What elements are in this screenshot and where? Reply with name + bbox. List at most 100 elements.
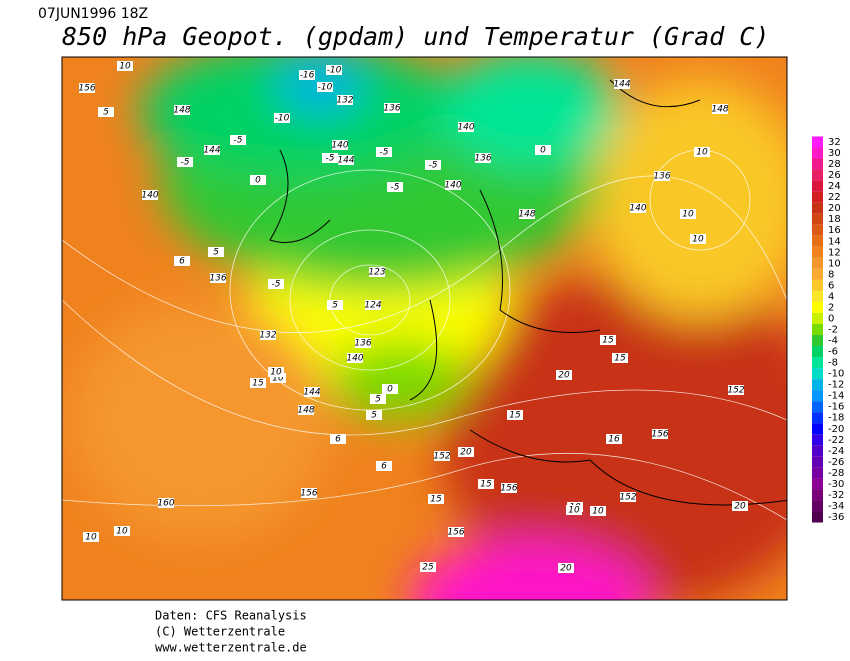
contour-label-box — [425, 160, 441, 170]
contour-label: 156 — [78, 84, 95, 94]
contour-label: 6 — [335, 435, 341, 445]
contour-label-box — [174, 256, 190, 266]
contour-label-box — [366, 410, 382, 420]
contour-label: 156 — [447, 528, 464, 538]
contour-label-box — [98, 107, 114, 117]
contour-label: 148 — [711, 105, 728, 115]
contour-label: 144 — [613, 80, 630, 90]
colorbar-label: 16 — [828, 225, 841, 236]
contour-label: 10 — [592, 507, 604, 517]
colorbar-label: -36 — [828, 512, 844, 523]
contour-label-box — [301, 488, 317, 498]
contour-label: 10 — [119, 62, 131, 72]
contour-label: 6 — [381, 462, 387, 472]
date: 07JUN1996 18Z — [38, 6, 148, 22]
contour-label-box — [274, 113, 290, 123]
map-frame — [61, 56, 788, 601]
contour-label-box — [434, 451, 450, 461]
contour-label: 136 — [354, 339, 371, 349]
colorbar-segment — [812, 224, 823, 236]
colorbar-segment — [812, 158, 823, 170]
contour-label-box — [445, 180, 461, 190]
contour-label-box — [208, 247, 224, 257]
contour-label-box — [376, 461, 392, 471]
colorbar-segment — [812, 268, 823, 280]
contour-label-box — [177, 157, 193, 167]
colorbar-segment — [812, 312, 823, 324]
contour-label: 15 — [614, 354, 626, 364]
contour-label-box — [365, 300, 381, 310]
colorbar-segment — [812, 136, 823, 148]
colorbar-label: 24 — [828, 181, 841, 192]
contour-label: -5 — [391, 183, 400, 193]
contour-label-box — [590, 506, 606, 516]
contour-label-box — [507, 410, 523, 420]
colorbar-label: -12 — [828, 380, 844, 391]
contour-label: -5 — [234, 136, 243, 146]
colorbar-label: 32 — [828, 137, 841, 148]
contour-label: -10 — [318, 83, 333, 93]
colorbar-label: -6 — [828, 347, 838, 358]
contour-label-box — [327, 300, 343, 310]
contour-label: -10 — [327, 66, 342, 76]
contour-label: 20 — [734, 502, 746, 512]
contour-label: 140 — [141, 191, 158, 201]
contour-label: 136 — [209, 274, 226, 284]
colorbar-segment — [812, 235, 823, 247]
colorbar-segment — [812, 489, 823, 501]
contour-label-box — [654, 171, 670, 181]
contour-label: 140 — [346, 354, 363, 364]
colorbar-label: 22 — [828, 192, 841, 203]
contour-label: 140 — [331, 141, 348, 151]
contour-label: 144 — [337, 156, 354, 166]
contour-label: 136 — [474, 154, 491, 164]
colorbar-segment — [812, 379, 823, 391]
contour-label-box — [304, 387, 320, 397]
colorbar-label: -30 — [828, 479, 844, 490]
contour-label: 148 — [518, 210, 535, 220]
colorbar-label: -10 — [828, 369, 844, 380]
colorbar-label: 10 — [828, 258, 841, 269]
contour-label-box — [448, 527, 464, 537]
colorbar-label: -22 — [828, 435, 844, 446]
contour-label: 5 — [103, 108, 109, 118]
contour-label: -16 — [300, 71, 315, 81]
contour-label: 15 — [509, 411, 521, 421]
colorbar-label: -28 — [828, 468, 844, 479]
contour-label-box — [330, 434, 346, 444]
contour-label-box — [174, 105, 190, 115]
contour-label-box — [728, 385, 744, 395]
contour-label-box — [370, 394, 386, 404]
contour-label: 148 — [297, 406, 314, 416]
contour-labels: 101561485144-50140-10-16-10132136-10-5-5… — [78, 61, 748, 574]
contour-label: 140 — [629, 204, 646, 214]
contour-label: 156 — [500, 484, 517, 494]
contour-label-box — [210, 273, 226, 283]
contour-label-box — [556, 370, 572, 380]
contour-label: 144 — [203, 146, 220, 156]
colorbar-label: 26 — [828, 170, 841, 181]
contour-label-box — [475, 153, 491, 163]
contour-label-box — [535, 145, 551, 155]
contour-label-box — [387, 182, 403, 192]
contour-label: 5 — [213, 248, 219, 258]
contour-label-box — [332, 140, 348, 150]
contour-label-box — [690, 234, 706, 244]
contour-label: 10 — [692, 235, 704, 245]
contour-label: 10 — [696, 148, 708, 158]
contour-label-box — [317, 82, 333, 92]
contour-label: 136 — [653, 172, 670, 182]
contour-label: 156 — [651, 430, 668, 440]
contour-label-box — [268, 279, 284, 289]
colorbar-label: 30 — [828, 148, 841, 159]
contour-label-box — [117, 61, 133, 71]
colorbar-segment — [812, 202, 823, 214]
contour-label: 5 — [332, 301, 338, 311]
contour-label-box — [347, 353, 363, 363]
colorbar-label: 20 — [828, 203, 841, 214]
contour-label: 152 — [727, 386, 744, 396]
colorbar-label: 0 — [828, 313, 834, 324]
contour-label-box — [652, 429, 668, 439]
colorbar-segment — [812, 423, 823, 435]
